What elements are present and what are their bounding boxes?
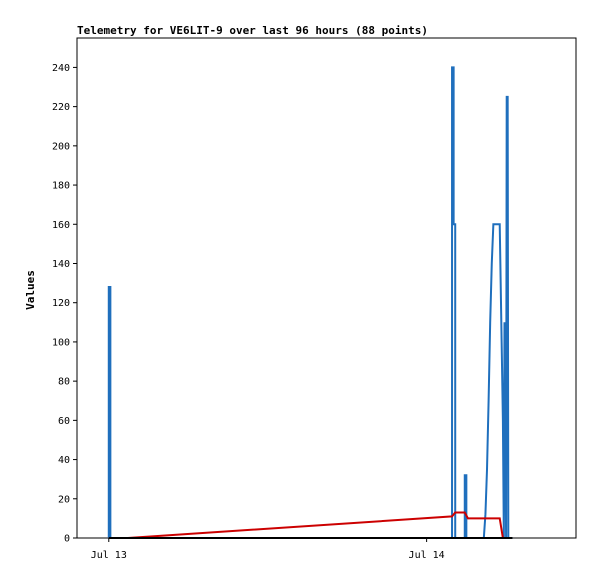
x-tick-label: Jul 13 [91, 550, 127, 561]
series-layer [107, 66, 513, 539]
x-axis: Jul 13 Jul 14 [91, 538, 445, 561]
y-tick-label: 120 [52, 298, 70, 309]
y-tick-label: 240 [52, 63, 70, 74]
y-tick-label: 0 [64, 534, 70, 545]
y-tick-label: 160 [52, 220, 70, 231]
y-tick-label: 60 [58, 416, 70, 427]
y-axis: 0 20 40 60 80 100 120 140 160 180 200 220 240 [52, 63, 77, 545]
x-tick-label: Jul 14 [409, 550, 445, 561]
series-line-1 [108, 511, 510, 539]
y-tick-label: 80 [58, 377, 70, 388]
y-tick-label: 140 [52, 259, 70, 270]
series-line-0 [107, 66, 513, 539]
y-tick-label: 100 [52, 337, 70, 348]
y-tick-label: 220 [52, 102, 70, 113]
chart-title: Telemetry for VE6LIT-9 over last 96 hour… [77, 24, 428, 37]
y-tick-label: 20 [58, 494, 70, 505]
y-tick-label: 200 [52, 141, 70, 152]
y-tick-label: 180 [52, 181, 70, 192]
y-tick-label: 40 [58, 455, 70, 466]
